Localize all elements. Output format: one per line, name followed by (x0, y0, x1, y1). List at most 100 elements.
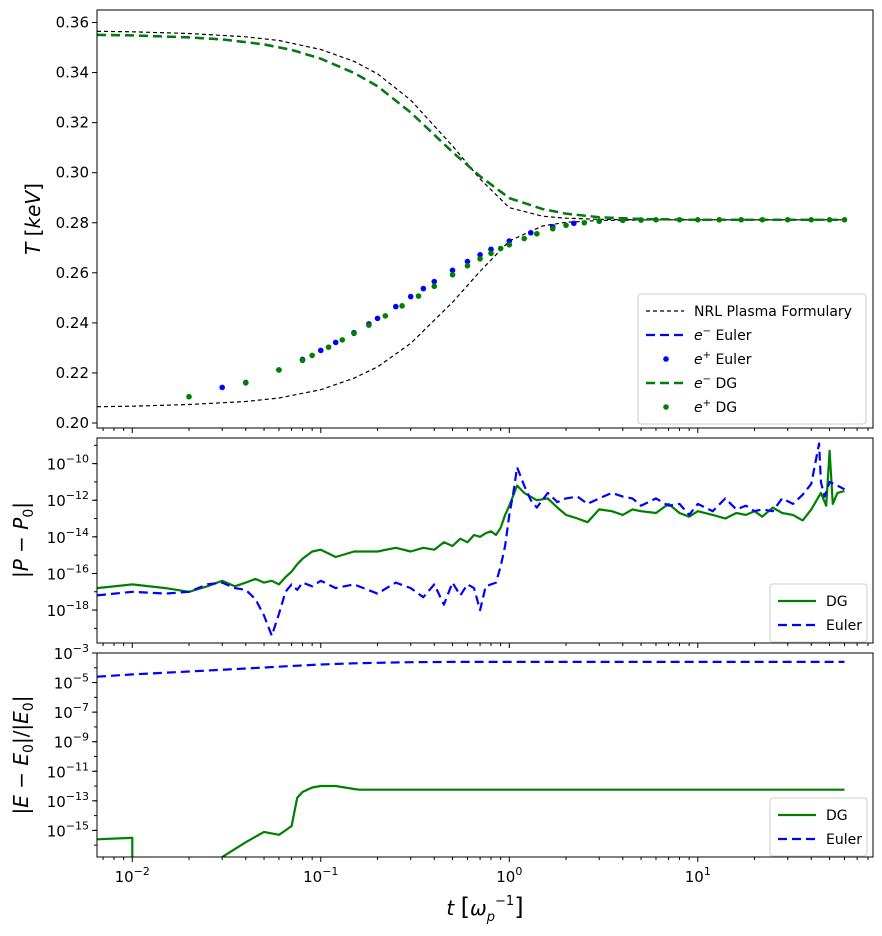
data-point (716, 216, 723, 223)
panel-temperature-frame (96, 9, 874, 429)
y-tick-label: 0.28 (56, 214, 89, 232)
data-point (497, 245, 504, 252)
data-point (521, 235, 528, 242)
legend-momentum: DG Euler (769, 583, 868, 643)
data-point (581, 219, 588, 226)
data-point (488, 250, 494, 257)
y-tick-label: 0.32 (56, 114, 89, 132)
series-line (97, 442, 846, 637)
data-point (488, 246, 494, 253)
data-point (676, 216, 683, 223)
data-point (759, 216, 766, 223)
data-point (392, 303, 399, 310)
y-tick-label: 10−12 (47, 489, 89, 510)
data-point (571, 220, 577, 227)
data-point (808, 216, 815, 223)
data-point (449, 272, 456, 278)
series-line (97, 784, 845, 857)
legend-label: e+ Euler (694, 350, 752, 368)
legend-label: e− DG (694, 374, 737, 392)
y-tick-label: 0.36 (56, 14, 89, 32)
y-tick-label: 0.22 (56, 364, 89, 382)
y-tick-label: 0.30 (56, 164, 89, 182)
data-point (464, 263, 471, 269)
data-point (477, 251, 483, 258)
panel-temperature-ylabel: T [keV] (21, 183, 45, 255)
legend-energy: DG Euler (769, 797, 868, 857)
data-point (420, 285, 427, 292)
legend-label: e− Euler (694, 326, 752, 344)
panel-temperature: 0.20 0.22 0.24 0.26 0.28 0.30 0.32 0.34 0.36 T [… (21, 9, 874, 433)
y-tick-label: 0.20 (56, 414, 89, 432)
legend-label: Euler (826, 618, 862, 634)
data-point (527, 229, 534, 236)
legend-marker (663, 404, 669, 410)
data-point (219, 384, 226, 391)
panel-energy: 10−3 10−5 10−7 10−9 10−11 10−13 10−15 10−2 10−1… (9, 642, 874, 886)
legend-label: NRL Plasma Formulary (694, 304, 852, 320)
y-tick-label: 10−16 (47, 562, 89, 583)
panel-energy-frame (96, 652, 874, 858)
data-point (431, 283, 438, 290)
data-point (351, 330, 357, 337)
legend-marker (663, 356, 669, 362)
series-line (97, 30, 845, 221)
data-point (549, 225, 556, 232)
y-tick-label: 0.34 (56, 64, 89, 82)
y-tick-label: 10−18 (47, 599, 89, 620)
data-point (477, 255, 483, 262)
data-point (464, 258, 471, 265)
data-point (317, 347, 324, 354)
data-point (738, 216, 745, 223)
data-point (596, 218, 603, 225)
legend-label: DG (826, 808, 848, 824)
y-tick-label: 10−9 (54, 731, 89, 752)
data-point (506, 241, 513, 248)
y-tick-label: 10−14 (47, 526, 89, 547)
data-point (841, 216, 848, 223)
y-tick-label: 10−7 (54, 701, 89, 722)
x-axis-label: t [ωp−1] (446, 893, 523, 925)
data-point (449, 267, 456, 274)
data-point (325, 344, 332, 350)
y-tick-label: 0.26 (56, 264, 89, 282)
data-point (653, 216, 659, 223)
y-tick-label: 0.24 (56, 314, 89, 332)
x-tick-label: 101 (685, 865, 711, 886)
y-tick-label: 10−13 (47, 790, 89, 811)
panel-momentum: 10−10 10−12 10−14 10−16 10−18 |P − P0| DG Eul… (9, 437, 874, 648)
y-tick-label: 10−11 (47, 760, 89, 781)
series-line (97, 33, 845, 221)
data-point (366, 322, 372, 328)
data-point (415, 293, 422, 299)
data-point (276, 367, 282, 373)
data-point (784, 216, 791, 223)
data-point (534, 230, 540, 237)
x-tick-label: 10−1 (303, 865, 338, 886)
data-point (374, 315, 381, 322)
data-point (309, 352, 315, 359)
y-tick-label: 10−5 (54, 672, 89, 693)
data-point (399, 303, 405, 309)
data-point (826, 216, 833, 223)
data-point (407, 293, 414, 300)
panel-energy-ylabel: |E − E0|/|E0| (9, 696, 37, 815)
legend-box (769, 583, 868, 643)
y-tick-label: 10−15 (47, 819, 89, 840)
panel-momentum-frame (96, 437, 874, 644)
series-line (97, 449, 845, 593)
series-line (97, 660, 845, 678)
x-tick-label: 10−2 (115, 865, 150, 886)
data-point (299, 357, 306, 364)
data-point (186, 393, 192, 400)
data-point (619, 217, 626, 224)
series-line (97, 33, 845, 221)
y-tick-label: 10−3 (54, 642, 89, 663)
legend-box (769, 797, 868, 857)
data-point (563, 222, 569, 229)
legend-label: e+ DG (694, 398, 737, 416)
x-tick-label: 100 (496, 865, 522, 886)
data-point (382, 313, 389, 319)
y-tick-label: 10−10 (47, 453, 89, 474)
